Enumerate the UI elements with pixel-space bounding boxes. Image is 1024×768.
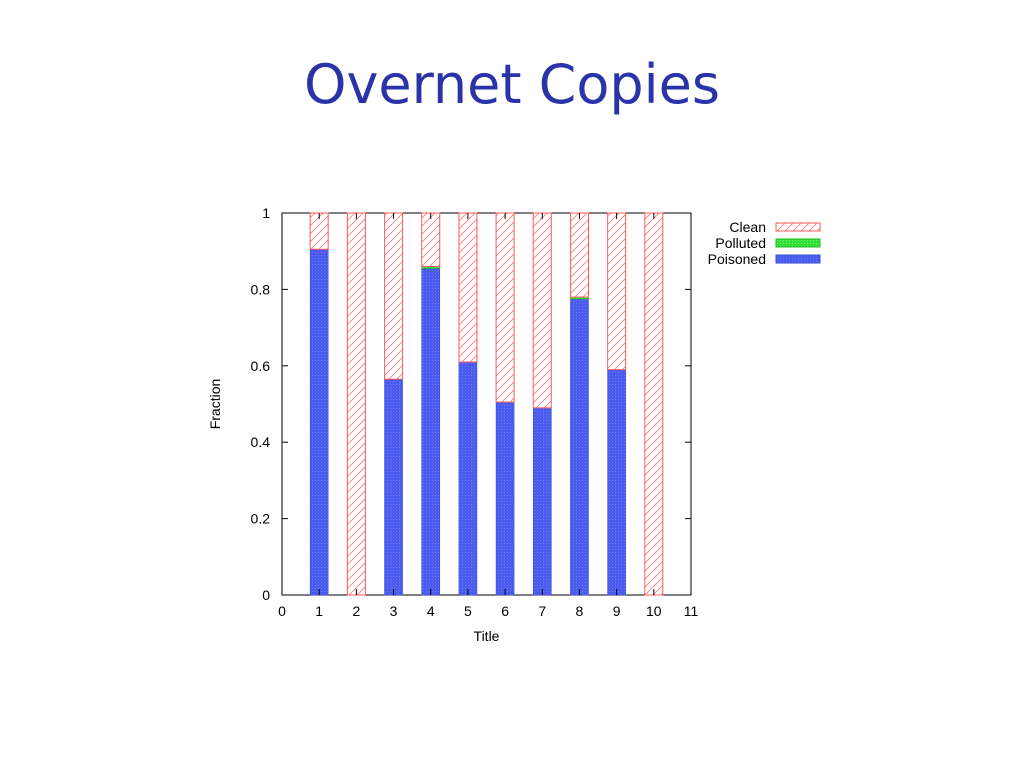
- legend-swatch-poisoned: [775, 254, 821, 264]
- bar-clean-6: [495, 212, 515, 403]
- bar-clean-2: [346, 212, 366, 596]
- bar-poisoned-4: [421, 268, 441, 596]
- x-tick-label: 6: [501, 603, 509, 619]
- y-axis-label: Fraction: [207, 379, 223, 430]
- bar-clean-4: [421, 212, 441, 267]
- x-tick-label: 10: [646, 603, 662, 619]
- y-tick-label: 0: [262, 587, 270, 603]
- x-tick-label: 2: [352, 603, 360, 619]
- x-tick-label: 1: [315, 603, 323, 619]
- bars-group: [309, 212, 664, 596]
- bar-clean-8: [569, 212, 589, 298]
- legend-swatch-polluted: [775, 238, 821, 248]
- x-tick-label: 7: [538, 603, 546, 619]
- y-tick-label: 1: [262, 205, 270, 221]
- y-tick-label: 0.6: [251, 358, 271, 374]
- bar-clean-3: [384, 212, 404, 380]
- y-ticks-group: 0 0.2 0.4 0.6 0.8 1: [251, 205, 691, 603]
- bar-poisoned-5: [458, 361, 478, 596]
- x-tick-label: 3: [390, 603, 398, 619]
- bar-poisoned-9: [607, 369, 626, 596]
- legend-label-polluted: Polluted: [715, 235, 766, 251]
- x-tick-label: 11: [684, 603, 699, 619]
- y-tick-label: 0.2: [251, 511, 271, 527]
- x-axis-label: Title: [474, 628, 500, 644]
- bar-poisoned-7: [532, 407, 552, 596]
- y-tick-label: 0.8: [251, 281, 271, 297]
- legend-label-clean: Clean: [729, 219, 766, 235]
- bar-poisoned-6: [495, 401, 515, 596]
- slide-title: Overnet Copies: [303, 53, 721, 116]
- legend-label-poisoned: Poisoned: [708, 251, 766, 267]
- x-tick-label: 9: [613, 603, 621, 619]
- y-tick-label: 0.4: [251, 434, 271, 450]
- bar-clean-9: [607, 212, 627, 371]
- bar-poisoned-8: [570, 298, 589, 596]
- legend-swatch-clean: [775, 222, 821, 232]
- x-tick-label: 0: [278, 603, 286, 619]
- bar-clean-10: [644, 212, 664, 596]
- bar-clean-5: [458, 212, 478, 363]
- x-tick-label: 8: [576, 603, 584, 619]
- x-tick-label: 5: [464, 603, 472, 619]
- plot-frame: [281, 212, 692, 596]
- bar-clean-7: [532, 212, 552, 409]
- x-tick-label: 4: [427, 603, 435, 619]
- bar-poisoned-3: [384, 378, 403, 596]
- bar-poisoned-1: [309, 248, 329, 596]
- x-ticks-group: 0 1 2 3 4 5 6 7 8 9 10 11: [278, 213, 698, 619]
